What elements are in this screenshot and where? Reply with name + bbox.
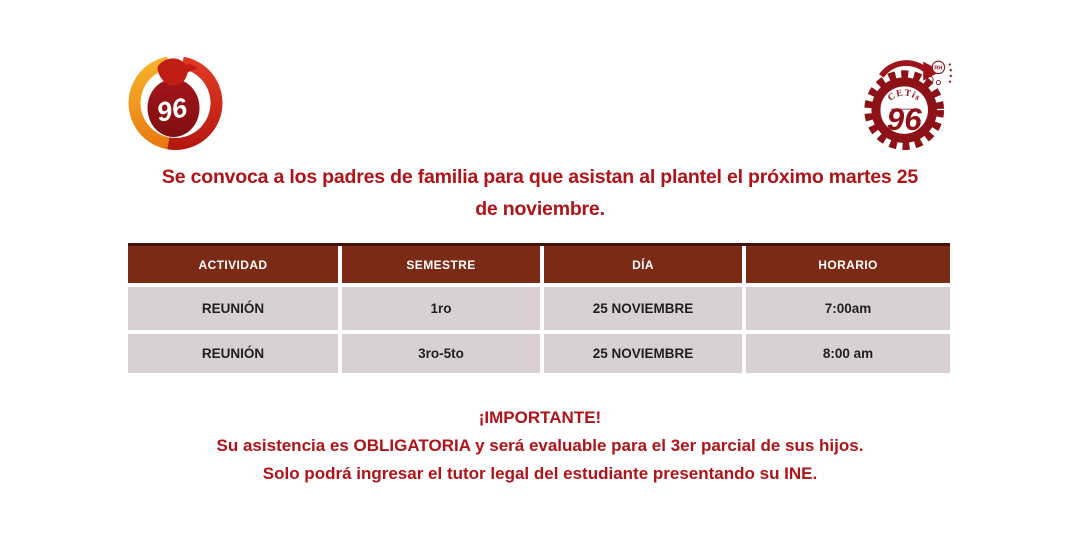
cetis-96-logo: CETis 96 RH bbox=[864, 60, 952, 150]
cell-horario: 7:00am bbox=[746, 287, 950, 330]
headline-line-2: de noviembre. bbox=[475, 198, 605, 220]
header-cell-horario: HORARIO bbox=[746, 246, 950, 283]
svg-text:RH: RH bbox=[934, 66, 942, 72]
gear-teeth bbox=[864, 70, 945, 150]
footer-line-2: Solo podrá ingresar el tutor legal del e… bbox=[262, 464, 818, 483]
header-cell-semestre: SEMESTRE bbox=[342, 246, 540, 283]
phoenix-head bbox=[157, 58, 198, 86]
cell-actividad: REUNIÓN bbox=[128, 334, 338, 373]
cell-dia: 25 NOVIEMBRE bbox=[544, 287, 742, 330]
gear-arrow-icon bbox=[879, 60, 942, 81]
header-cell-actividad: ACTIVIDAD bbox=[128, 246, 338, 283]
phoenix-flame-wings bbox=[128, 56, 223, 150]
phoenix-number: 96 bbox=[154, 92, 191, 128]
cell-dia: 25 NOVIEMBRE bbox=[544, 334, 742, 373]
cell-horario: 8:00 am bbox=[746, 334, 950, 373]
footer-line-1: Su asistencia es OBLIGATORIA y será eval… bbox=[216, 436, 864, 455]
phoenix-body bbox=[147, 79, 200, 137]
rh-badge: RH bbox=[926, 60, 952, 86]
cell-actividad: REUNIÓN bbox=[128, 287, 338, 330]
cetis-number: 96 bbox=[887, 102, 922, 137]
footer-notice: ¡IMPORTANTE! Su asistencia es OBLIGATORI… bbox=[40, 404, 1040, 488]
footer-title: ¡IMPORTANTE! bbox=[478, 408, 602, 427]
cell-semestre: 1ro bbox=[342, 287, 540, 330]
cell-semestre: 3ro-5to bbox=[342, 334, 540, 373]
headline: Se convoca a los padres de familia para … bbox=[50, 161, 1030, 225]
table-top-border bbox=[128, 243, 950, 246]
header-cell-dia: DÍA bbox=[544, 246, 742, 283]
gear-center bbox=[879, 85, 929, 135]
headline-line-1: Se convoca a los padres de familia para … bbox=[161, 166, 919, 188]
table-header-row: ACTIVIDAD SEMESTRE DÍA HORARIO bbox=[128, 246, 950, 283]
table-row: REUNIÓN 3ro-5to 25 NOVIEMBRE 8:00 am bbox=[128, 334, 950, 373]
gear-ring bbox=[871, 77, 937, 143]
phoenix-logo: 96 bbox=[128, 56, 223, 150]
table-row: REUNIÓN 1ro 25 NOVIEMBRE 7:00am bbox=[128, 287, 950, 330]
schedule-table: ACTIVIDAD SEMESTRE DÍA HORARIO REUNIÓN 1… bbox=[128, 243, 950, 373]
